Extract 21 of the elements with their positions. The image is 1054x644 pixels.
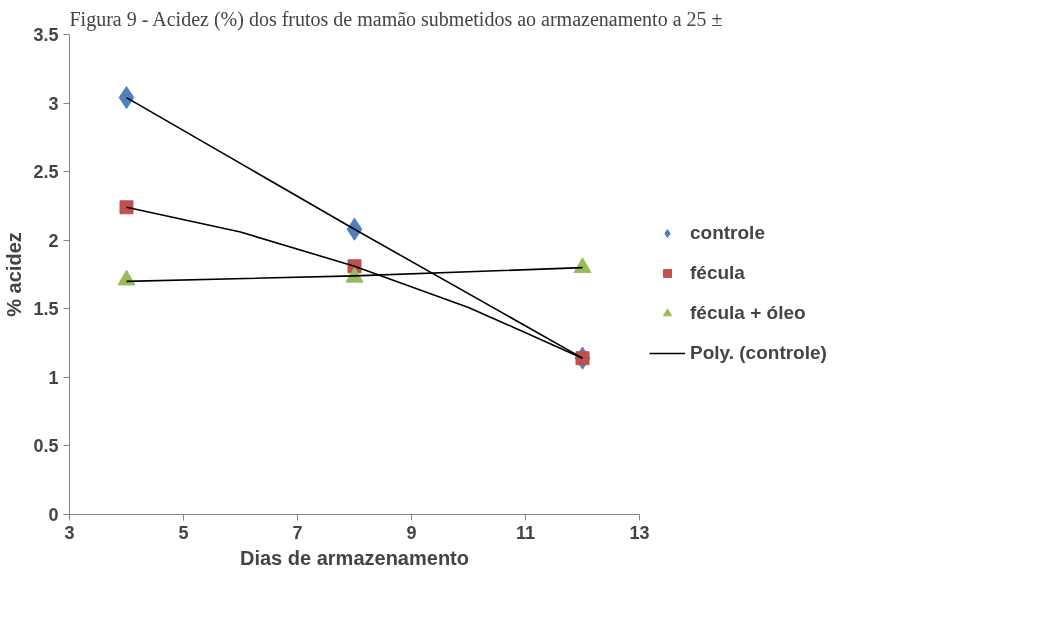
x-tick-label: 5 xyxy=(178,522,189,543)
y-tick-label: 3.5 xyxy=(33,25,59,45)
y-axis-title: % acidez xyxy=(3,232,26,317)
y-tick-label: 2.5 xyxy=(33,162,59,183)
legend-label: controle xyxy=(690,222,765,244)
x-tick-label: 13 xyxy=(629,522,650,543)
x-axis-title: Dias de armazenamento xyxy=(240,546,469,569)
legend-label: fécula + óleo xyxy=(690,302,806,324)
y-tick-label: 1 xyxy=(48,367,59,388)
x-tick-label: 11 xyxy=(515,522,536,543)
x-tick-label: 3 xyxy=(64,522,75,543)
y-tick-label: 1.5 xyxy=(33,299,59,320)
legend-label: Poly. (controle) xyxy=(690,342,827,364)
chart-title: Figura 9 - Acidez (%) dos frutos de mamão submetidos ao armazenamento a 25 ± xyxy=(69,7,723,31)
x-tick-label: 9 xyxy=(406,522,417,543)
y-tick-label: 0 xyxy=(48,505,59,525)
legend-label: fécula xyxy=(690,262,745,284)
y-tick-label: 3 xyxy=(48,93,59,114)
x-tick-label: 7 xyxy=(292,522,303,543)
y-tick-label: 2 xyxy=(48,230,59,251)
y-tick-label: 0.5 xyxy=(33,436,59,457)
